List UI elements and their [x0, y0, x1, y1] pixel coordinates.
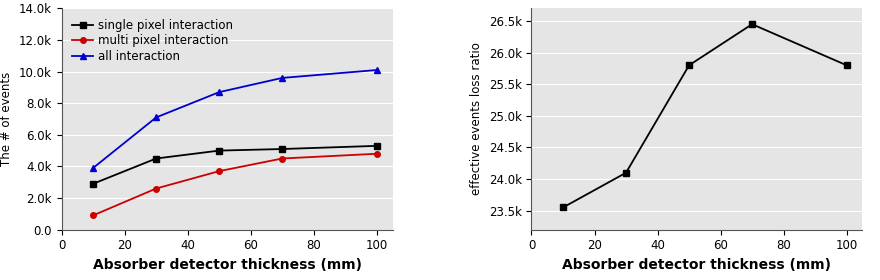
- multi pixel interaction: [214, 169, 224, 173]
- multi pixel interaction: [371, 152, 382, 155]
- all interaction: [214, 90, 224, 94]
- Line: multi pixel interaction: multi pixel interaction: [91, 151, 379, 218]
- all interaction: [88, 166, 99, 170]
- multi pixel interaction: [88, 214, 99, 217]
- Line: single pixel interaction: single pixel interaction: [91, 143, 379, 186]
- Y-axis label: The # of events: The # of events: [0, 72, 13, 166]
- X-axis label: Absorber detector thickness (mm): Absorber detector thickness (mm): [562, 258, 832, 272]
- all interaction: [150, 116, 161, 119]
- Line: all interaction: all interaction: [90, 67, 380, 171]
- single pixel interaction: [88, 182, 99, 185]
- Legend: single pixel interaction, multi pixel interaction, all interaction: single pixel interaction, multi pixel in…: [68, 14, 238, 67]
- single pixel interaction: [150, 157, 161, 160]
- single pixel interaction: [371, 144, 382, 148]
- Y-axis label: effective events loss ratio: effective events loss ratio: [470, 43, 483, 195]
- all interaction: [277, 76, 288, 80]
- X-axis label: Absorber detector thickness (mm): Absorber detector thickness (mm): [92, 258, 362, 272]
- multi pixel interaction: [277, 157, 288, 160]
- all interaction: [371, 68, 382, 72]
- single pixel interaction: [277, 147, 288, 151]
- single pixel interaction: [214, 149, 224, 152]
- multi pixel interaction: [150, 187, 161, 190]
